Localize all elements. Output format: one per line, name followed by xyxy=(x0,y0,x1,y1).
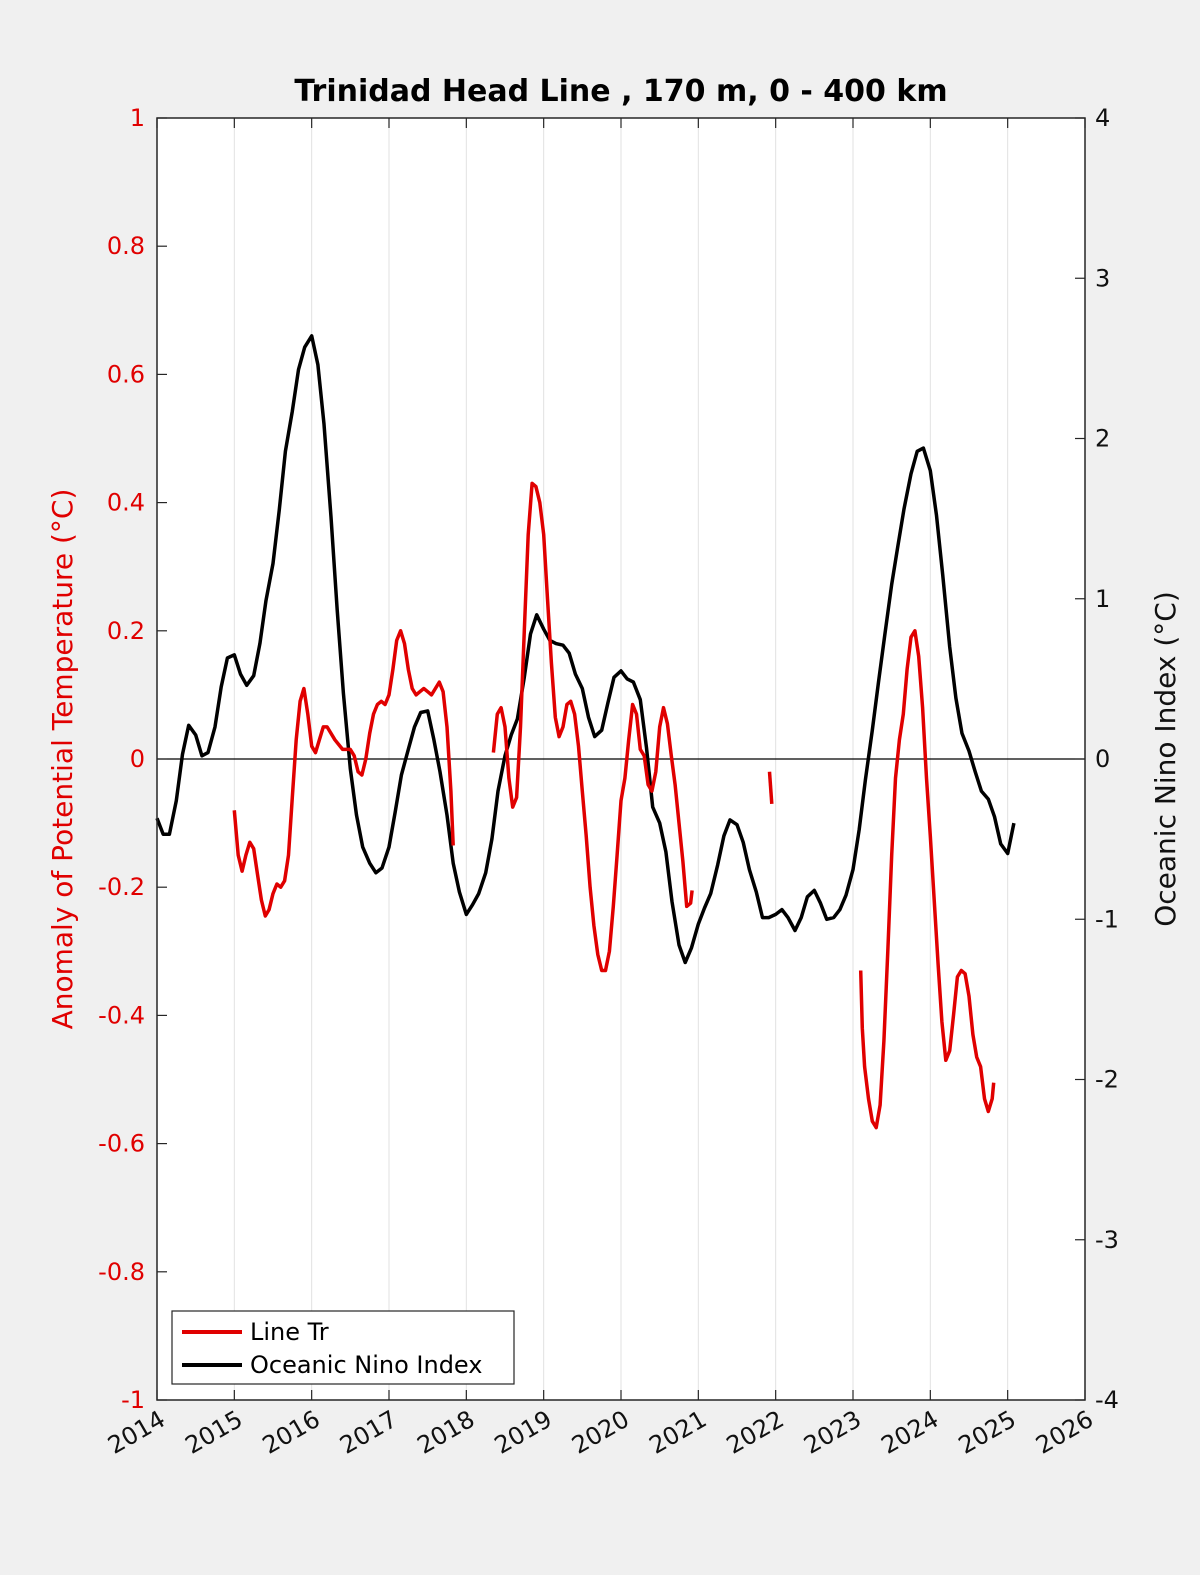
y-left-tick-label: 0 xyxy=(130,745,145,773)
y-left-tick-label: -1 xyxy=(121,1386,145,1414)
y-right-tick-label: -2 xyxy=(1095,1066,1119,1094)
y-left-tick-label: 0.2 xyxy=(107,617,145,645)
y-left-tick-label: 1 xyxy=(130,104,145,132)
x-tick-label: 2018 xyxy=(412,1405,479,1460)
x-tick-label: 2024 xyxy=(876,1405,943,1460)
x-tick-label: 2015 xyxy=(180,1405,247,1460)
y-left-tick-label: -0.2 xyxy=(98,873,145,901)
series-line-line-tr-segment-3 xyxy=(858,629,996,1130)
x-tick-label: 2020 xyxy=(567,1405,634,1460)
y-left-tick-label: -0.6 xyxy=(98,1130,145,1158)
x-tick-label: 2019 xyxy=(490,1405,557,1460)
x-tick-label: 2016 xyxy=(258,1405,325,1460)
y-axis-right-label: Oceanic Nino Index (°C) xyxy=(1149,591,1182,927)
series-line-line-tr-segment-2 xyxy=(767,771,774,805)
x-tick-label: 2023 xyxy=(799,1405,866,1460)
legend-label-oni: Oceanic Nino Index xyxy=(250,1351,482,1379)
legend-box xyxy=(171,1310,515,1385)
series-line-line-tr-segment-1 xyxy=(491,481,694,973)
chart-title: Trinidad Head Line , 170 m, 0 - 400 km xyxy=(294,74,947,109)
x-tick-label: 2021 xyxy=(644,1405,711,1460)
x-tick-label: 2026 xyxy=(1031,1405,1098,1460)
series-line-oceanic-nino-index-segment-0 xyxy=(155,334,1016,965)
y-right-tick-label: 4 xyxy=(1095,104,1110,132)
y-right-tick-label: -3 xyxy=(1095,1226,1119,1254)
y-axis-left-label: Anomaly of Potential Temperature (°C) xyxy=(46,489,79,1030)
x-tick-label: 2017 xyxy=(335,1405,402,1460)
legend-label-line-tr: Line Tr xyxy=(250,1318,329,1346)
y-left-tick-label: 0.8 xyxy=(107,232,145,260)
y-right-tick-label: 0 xyxy=(1095,745,1110,773)
y-left-tick-label: 0.4 xyxy=(107,489,145,517)
y-right-tick-label: -4 xyxy=(1095,1386,1119,1414)
series-line-line-tr-segment-0 xyxy=(232,629,455,918)
y-left-tick-label: -0.4 xyxy=(98,1001,145,1029)
y-right-tick-label: 3 xyxy=(1095,264,1110,292)
y-right-tick-label: 2 xyxy=(1095,425,1110,453)
x-tick-label: 2022 xyxy=(722,1405,789,1460)
y-left-tick-label: -0.8 xyxy=(98,1258,145,1286)
x-tick-label: 2025 xyxy=(954,1405,1021,1460)
legend: Line Tr Oceanic Nino Index xyxy=(171,1310,515,1385)
y-right-tick-label: 1 xyxy=(1095,585,1110,613)
series-layer xyxy=(155,334,1016,1130)
y-left-tick-label: 0.6 xyxy=(107,360,145,388)
y-right-tick-label: -1 xyxy=(1095,905,1119,933)
